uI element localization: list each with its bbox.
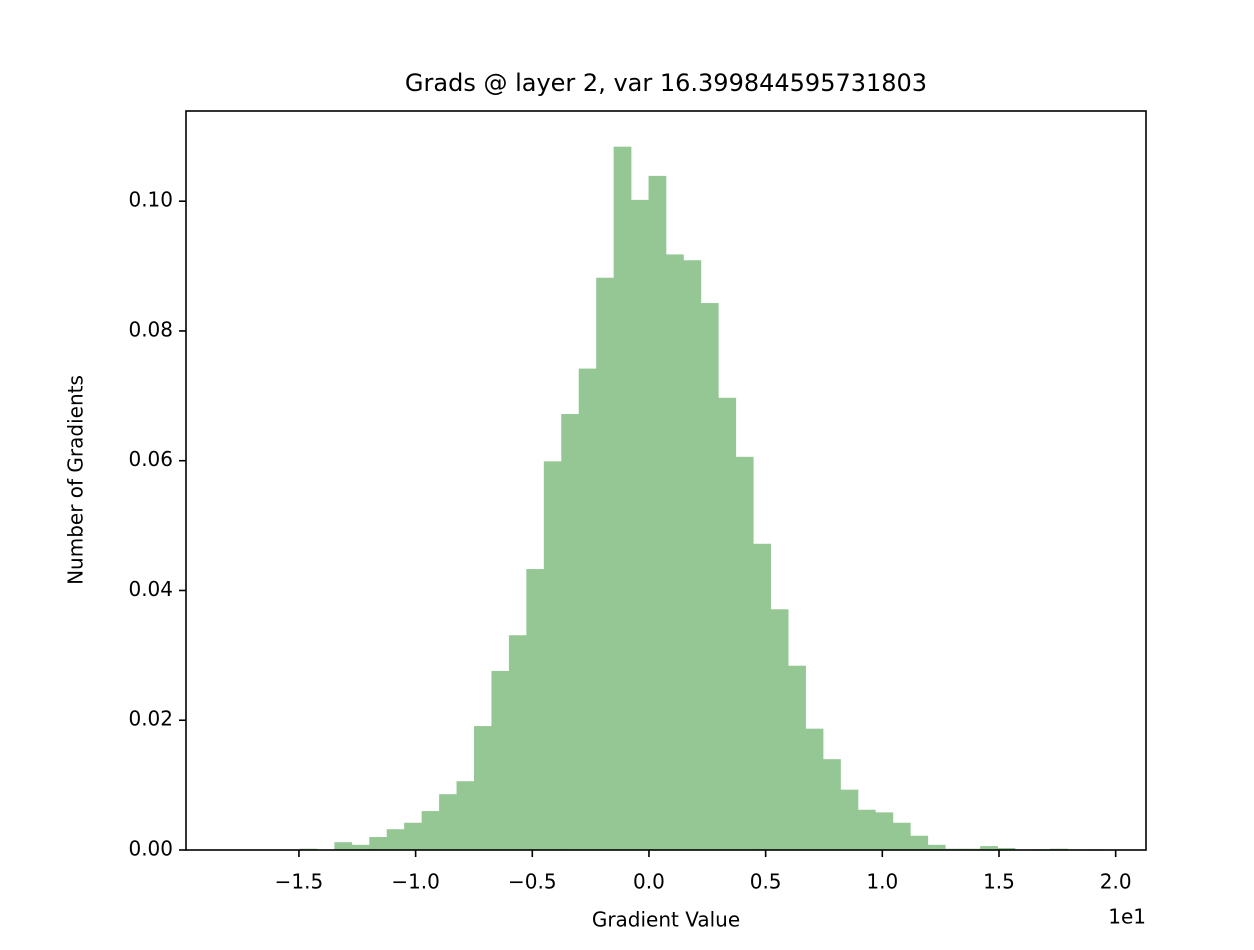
- bar: [491, 670, 510, 850]
- bar: [683, 260, 702, 850]
- x-offset-label: 1e1: [1108, 905, 1146, 929]
- x-tick-label: −0.5: [508, 870, 557, 894]
- bar: [596, 277, 614, 851]
- bar: [613, 146, 632, 850]
- bar: [823, 759, 841, 850]
- y-tick-label: 0.00: [128, 837, 173, 861]
- bar: [770, 609, 789, 850]
- bar: [369, 837, 388, 850]
- bar: [351, 844, 370, 850]
- x-tick-label: 0.5: [750, 870, 782, 894]
- bar: [927, 844, 946, 850]
- bar: [875, 812, 894, 850]
- bar: [334, 842, 353, 850]
- bar: [788, 665, 806, 850]
- bar: [526, 569, 545, 850]
- bar: [718, 397, 737, 850]
- y-tick-label: 0.02: [128, 707, 173, 731]
- y-tick-label: 0.06: [128, 447, 173, 471]
- x-tick-label: 0.0: [633, 870, 665, 894]
- bar: [474, 726, 492, 850]
- x-tick-label: 1.5: [983, 870, 1015, 894]
- bar: [805, 728, 824, 850]
- bar: [892, 822, 911, 850]
- axes-frame: [185, 110, 1147, 851]
- y-tick-label: 0.08: [128, 317, 173, 341]
- bar: [997, 848, 1016, 850]
- bar: [561, 413, 580, 850]
- bar: [735, 456, 754, 850]
- bar: [578, 368, 597, 850]
- bar: [508, 635, 527, 850]
- bar: [840, 789, 859, 850]
- bar: [910, 835, 929, 850]
- bar: [980, 846, 998, 850]
- bar: [858, 809, 876, 850]
- bar: [648, 175, 667, 850]
- x-tick-label: 2.0: [1100, 870, 1132, 894]
- bar: [700, 303, 719, 850]
- bar: [404, 822, 422, 850]
- bar: [386, 829, 405, 850]
- x-axis-label: Gradient Value: [592, 908, 740, 932]
- bar: [666, 254, 684, 850]
- x-tick-label: 1.0: [866, 870, 898, 894]
- bar: [439, 794, 457, 850]
- bar: [753, 543, 772, 850]
- bar: [421, 811, 440, 850]
- y-tick-label: 0.10: [128, 188, 173, 212]
- bar: [631, 199, 649, 850]
- y-axis-label: Number of Gradients: [64, 375, 88, 585]
- bar: [456, 781, 475, 850]
- bar: [543, 461, 562, 850]
- x-tick-label: −1.0: [391, 870, 440, 894]
- y-tick-label: 0.04: [128, 577, 173, 601]
- x-tick-label: −1.5: [275, 870, 324, 894]
- chart-title: Grads @ layer 2, var 16.399844595731803: [405, 69, 927, 97]
